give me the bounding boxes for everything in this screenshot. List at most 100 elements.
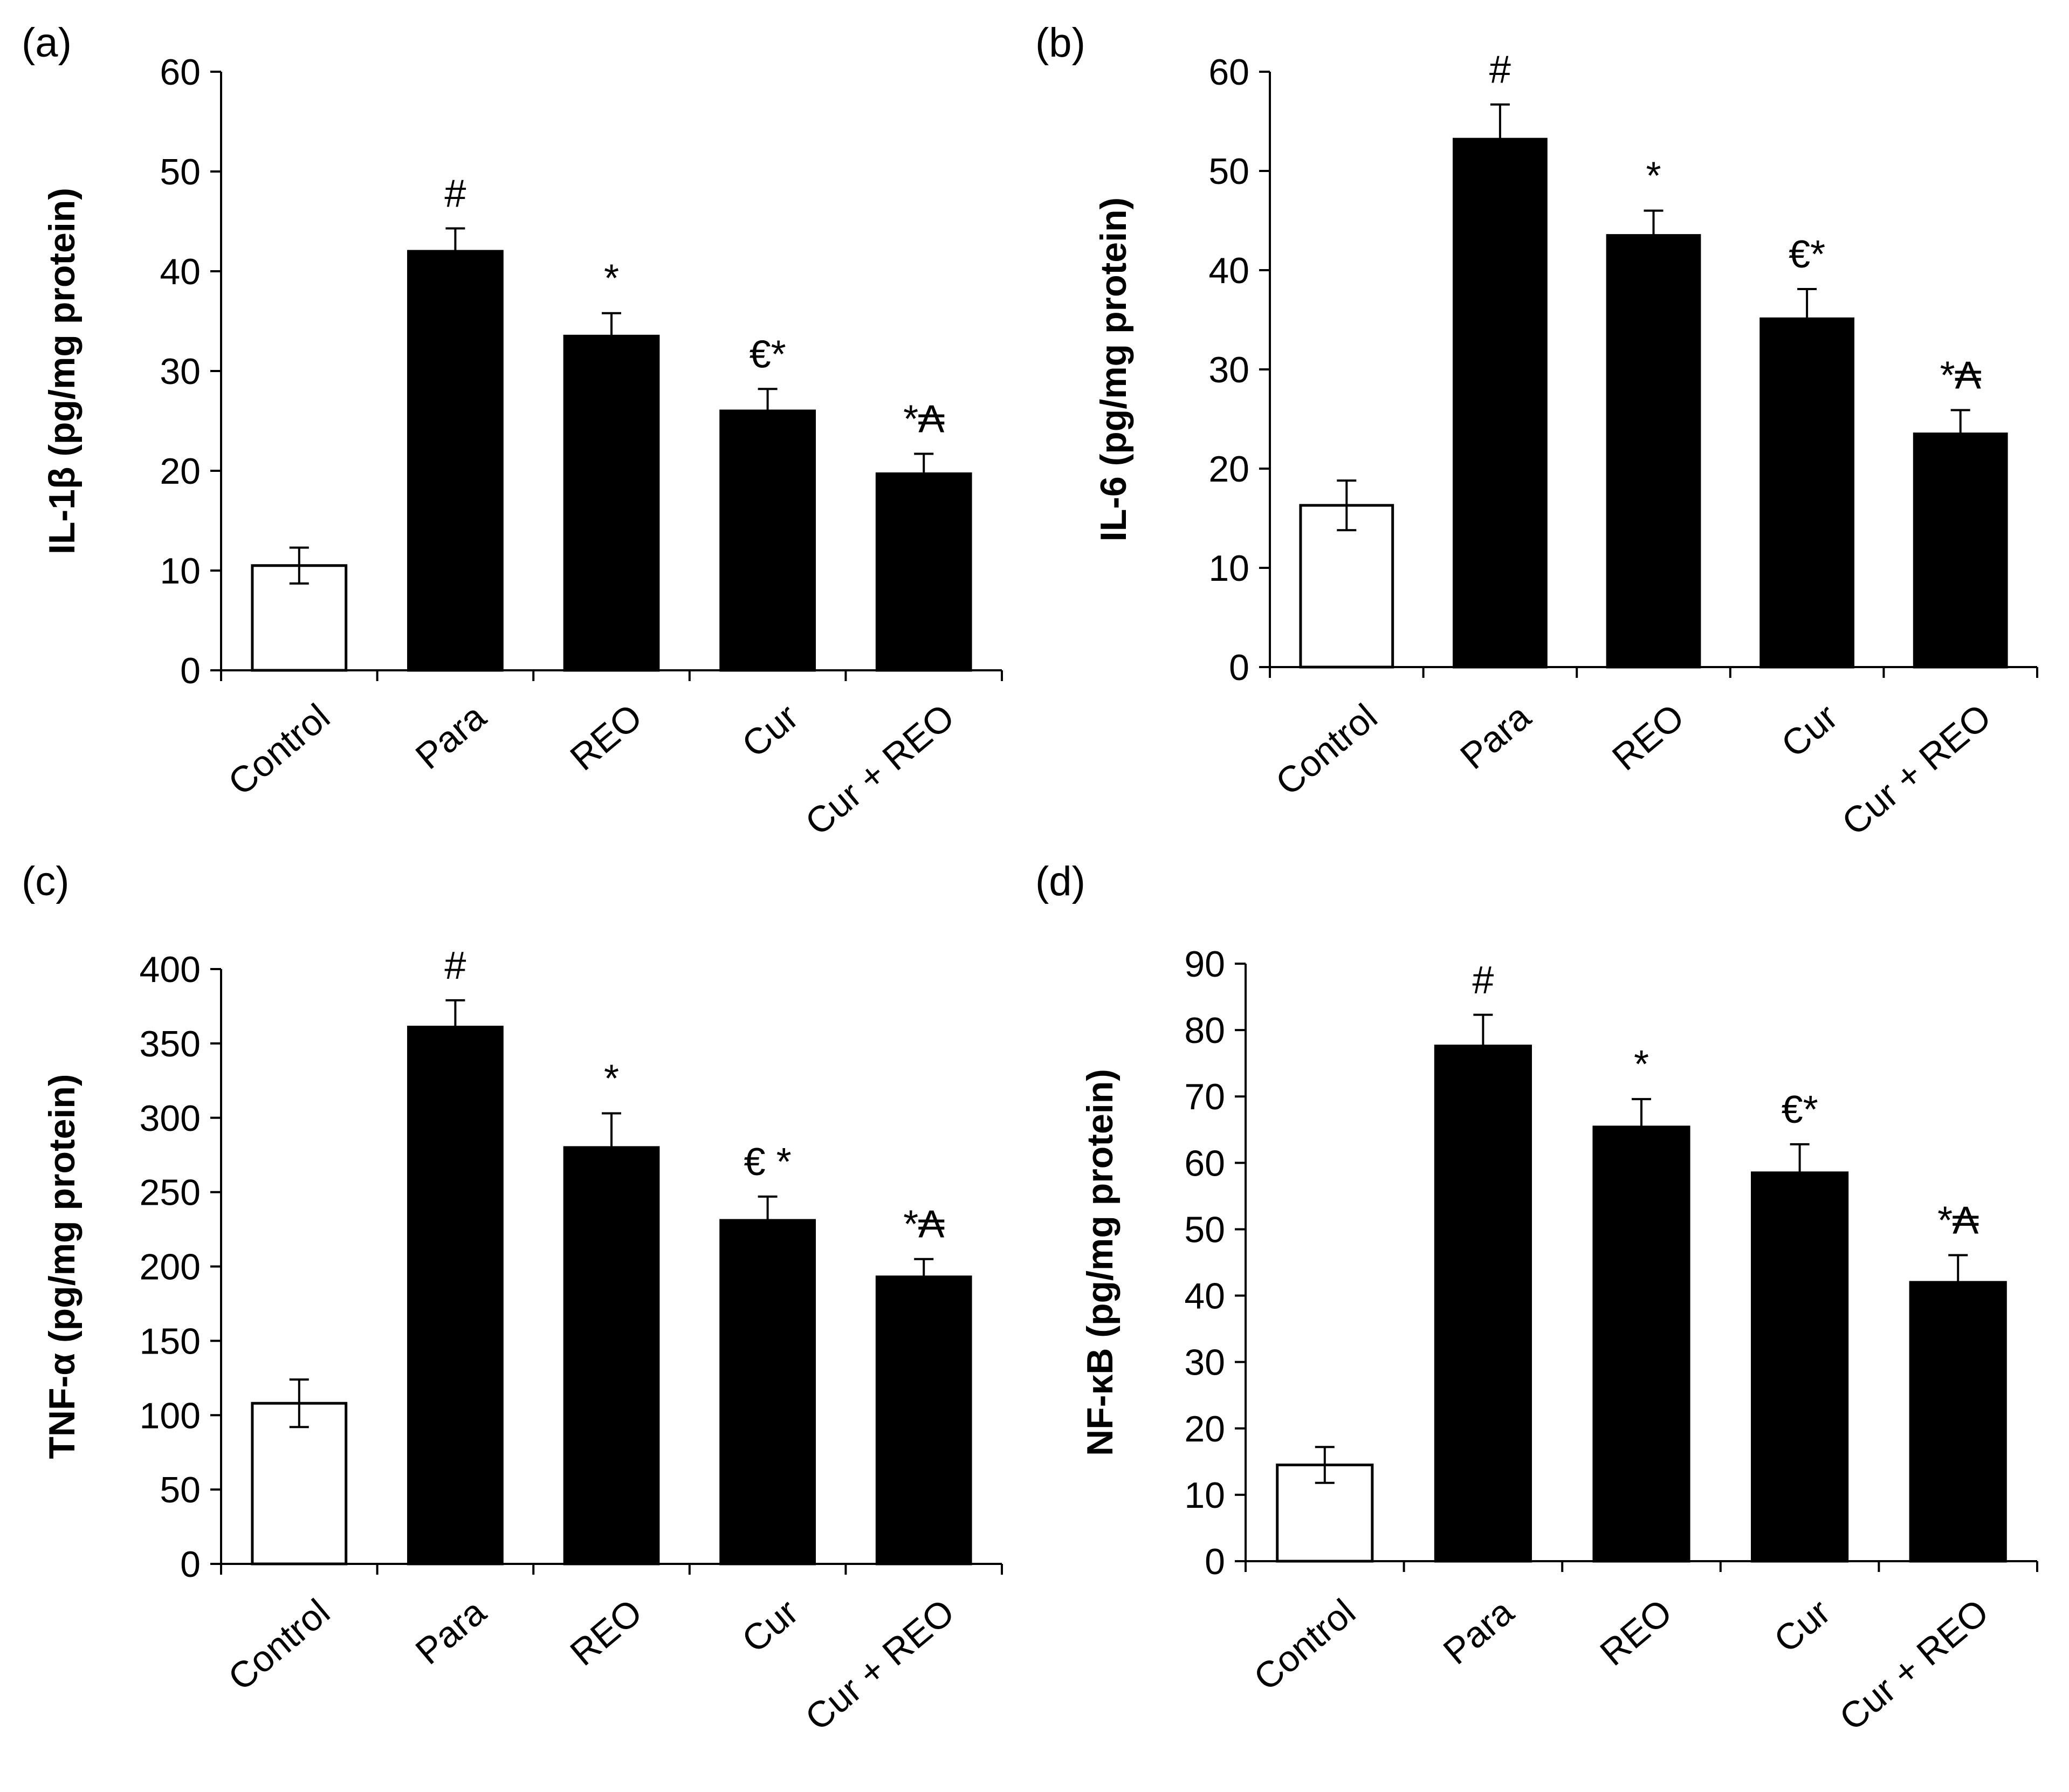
y-tick-label: 60 [1184,1143,1225,1184]
x-tick-label: Control [1268,696,1385,804]
bar-cur-reo [1913,432,2008,669]
y-tick-label: 60 [160,52,201,93]
y-tick-label: 70 [1184,1076,1225,1117]
bar-para [1453,138,1548,669]
panel-label: (d) [1035,859,1085,904]
bar-cur [1759,317,1854,669]
x-tick-label: Para [1453,696,1538,778]
y-tick-label: 50 [1208,151,1249,192]
significance-marker: * [1646,155,1661,198]
y-tick-label: 300 [140,1098,201,1139]
chart-panel-1: (a) 0 10 20 30 40 50 60 IL-1β (pg/mg protein) Con… [22,20,1003,843]
x-tick-label: Control [221,1591,338,1699]
chart-panel-3: (c) 0 50 100 150 200 250 300 350 400 TNF-α (pg/mg … [22,859,1003,1739]
significance-marker: # [444,172,466,215]
y-tick-label: 30 [1208,349,1249,390]
bar-cur [719,409,816,672]
bar-cur [1751,1171,1849,1563]
y-tick-label: 80 [1184,1010,1225,1051]
significance-marker: # [444,944,466,987]
x-tick-label: Para [408,1591,494,1673]
x-tick-label: Cur + REO [798,1591,962,1739]
bar-control [251,1402,348,1566]
significance-marker: € * [744,1141,792,1184]
bar-para [407,250,504,672]
bar-control [1299,504,1394,669]
y-tick-label: 40 [1184,1276,1225,1317]
x-tick-label: Cur [1774,696,1845,766]
y-tick-label: 20 [1208,449,1249,490]
y-axis-title: NF-κB (pg/mg protein) [1080,1069,1121,1456]
significance-marker: €* [1782,1088,1818,1131]
bar-para [407,1026,504,1566]
bar-reo [563,334,660,672]
x-tick-label: REO [1592,1591,1680,1674]
y-tick-label: 0 [180,1544,201,1585]
significance-marker: €* [1789,233,1825,276]
panel-label: (c) [22,859,70,904]
y-tick-label: 50 [160,1470,201,1511]
x-tick-label: Control [1246,1591,1363,1699]
x-tick-label: Control [221,696,338,804]
y-tick-label: 100 [140,1395,201,1436]
x-tick-label: Cur + REO [798,696,962,843]
x-tick-label: Cur + REO [1834,696,1999,843]
y-tick-label: 10 [160,551,201,592]
significance-marker: *₳ [903,398,945,441]
y-axis-title: IL-1β (pg/mg protein) [42,188,83,554]
y-tick-label: 20 [1184,1409,1225,1450]
bar-cur [719,1219,816,1566]
x-tick-label: Cur [734,1591,806,1661]
y-tick-label: 50 [160,152,201,193]
significance-marker: * [604,257,619,300]
significance-marker: €* [750,333,786,376]
x-tick-label: REO [562,1591,650,1674]
panel-label: (a) [22,20,72,66]
bar-para [1434,1045,1532,1563]
bar-cur-reo [875,1275,972,1566]
bar-reo [563,1146,660,1566]
bar-reo [1606,234,1701,669]
significance-marker: *₳ [903,1203,945,1246]
y-axis-title: TNF-α (pg/mg protein) [42,1074,83,1459]
significance-marker: * [1634,1043,1649,1086]
x-tick-label: Cur [734,696,806,766]
significance-marker: # [1472,959,1494,1002]
y-tick-label: 0 [180,650,201,691]
bar-reo [1592,1125,1690,1563]
y-tick-label: 30 [1184,1342,1225,1383]
significance-marker: * [604,1057,619,1100]
y-tick-label: 60 [1208,52,1249,93]
y-tick-label: 0 [1205,1541,1225,1582]
y-tick-label: 40 [160,251,201,292]
y-tick-label: 0 [1229,647,1249,688]
y-tick-label: 90 [1184,944,1225,985]
significance-marker: *₳ [1940,354,1982,397]
y-axis-title: IL-6 (pg/mg protein) [1093,197,1134,541]
panel-label: (b) [1035,20,1085,66]
significance-marker: *₳ [1937,1199,1979,1242]
y-tick-label: 30 [160,351,201,392]
significance-marker: # [1489,49,1511,92]
y-tick-label: 40 [1208,250,1249,291]
x-tick-label: Cur + REO [1832,1591,1996,1739]
y-tick-label: 50 [1184,1209,1225,1250]
bar-cur-reo [1909,1281,2007,1563]
y-tick-label: 350 [140,1024,201,1065]
x-tick-label: REO [562,696,650,779]
y-tick-label: 10 [1184,1475,1225,1516]
y-tick-label: 200 [140,1247,201,1288]
x-tick-label: Para [1436,1591,1522,1673]
y-tick-label: 10 [1208,548,1249,589]
x-tick-label: Cur [1766,1591,1838,1661]
y-tick-label: 150 [140,1321,201,1362]
y-tick-label: 250 [140,1172,201,1213]
bar-cur-reo [875,472,972,672]
x-tick-label: Para [408,696,494,778]
chart-panel-4: (d) 0 10 20 30 40 50 60 70 80 90 NF-κB (pg/mg prote… [1035,859,2038,1739]
chart-panel-2: (b) 0 10 20 30 40 50 60 IL-6 (pg/mg protein) Cont… [1035,20,2038,843]
y-tick-label: 400 [140,949,201,990]
x-tick-label: REO [1605,696,1692,779]
y-tick-label: 20 [160,451,201,492]
